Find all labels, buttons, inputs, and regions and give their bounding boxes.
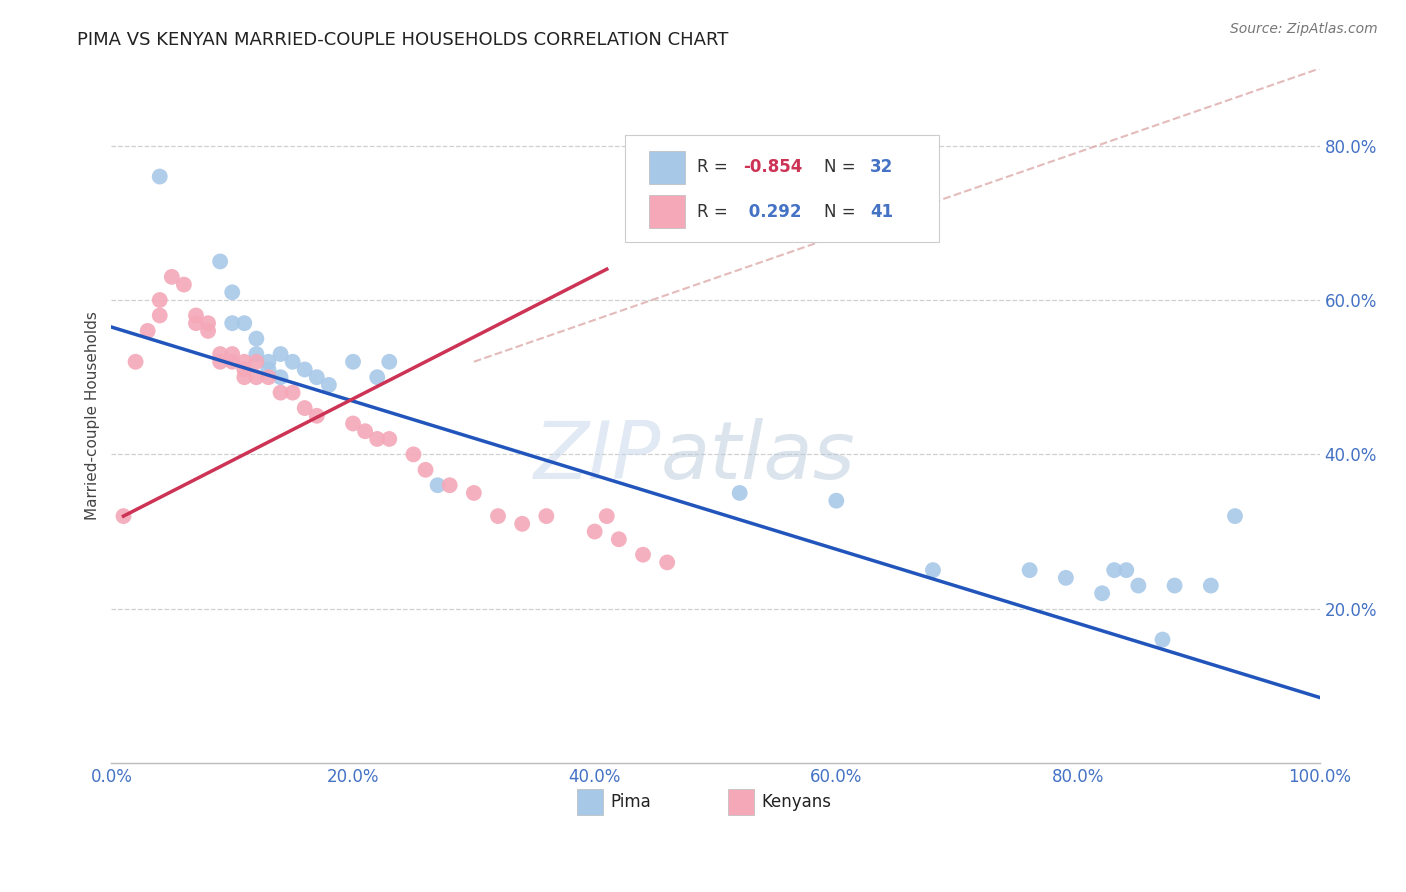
Point [294, 362, 316, 376]
Point [221, 355, 243, 369]
Point [257, 355, 280, 369]
Point [209, 347, 232, 361]
Point [366, 432, 388, 446]
Point [270, 370, 292, 384]
Point [245, 347, 267, 361]
Text: -0.854: -0.854 [744, 158, 803, 177]
Point [294, 401, 316, 415]
Bar [650, 195, 685, 228]
Point [426, 478, 449, 492]
Text: Kenyans: Kenyans [762, 793, 831, 811]
Point [270, 347, 292, 361]
Point [221, 347, 243, 361]
Point [233, 355, 256, 369]
Point [922, 563, 945, 577]
Point [1128, 578, 1150, 592]
Text: Source: ZipAtlas.com: Source: ZipAtlas.com [1230, 22, 1378, 37]
Point [1152, 632, 1174, 647]
Point [233, 316, 256, 330]
Point [281, 355, 304, 369]
Text: R =: R = [697, 158, 734, 177]
Point [596, 509, 619, 524]
Point [209, 254, 232, 268]
Point [463, 486, 485, 500]
Point [378, 432, 401, 446]
Point [486, 509, 509, 524]
Point [402, 447, 425, 461]
Text: atlas: atlas [661, 418, 856, 497]
Point [184, 309, 207, 323]
Point [607, 533, 630, 547]
Point [160, 269, 183, 284]
Point [510, 516, 533, 531]
Point [149, 293, 172, 307]
Point [342, 417, 364, 431]
Point [1163, 578, 1185, 592]
Point [657, 555, 679, 569]
Point [631, 548, 654, 562]
Point [1018, 563, 1040, 577]
FancyBboxPatch shape [624, 135, 939, 242]
Point [221, 285, 243, 300]
Point [136, 324, 159, 338]
Text: 41: 41 [870, 202, 893, 220]
Point [728, 486, 751, 500]
Bar [727, 789, 754, 815]
Point [415, 463, 437, 477]
Point [281, 385, 304, 400]
Point [270, 385, 292, 400]
Point [305, 409, 328, 423]
Point [1102, 563, 1125, 577]
Text: ZIP: ZIP [534, 418, 661, 497]
Point [257, 370, 280, 384]
Bar [576, 789, 603, 815]
Point [233, 370, 256, 384]
Point [149, 169, 172, 184]
Point [305, 370, 328, 384]
Point [1091, 586, 1114, 600]
Point [354, 424, 377, 438]
Point [245, 370, 267, 384]
Point [245, 332, 267, 346]
Point [233, 362, 256, 376]
Text: PIMA VS KENYAN MARRIED-COUPLE HOUSEHOLDS CORRELATION CHART: PIMA VS KENYAN MARRIED-COUPLE HOUSEHOLDS… [77, 31, 728, 49]
Point [825, 493, 848, 508]
Y-axis label: Married-couple Households: Married-couple Households [86, 311, 100, 520]
Point [583, 524, 606, 539]
Point [124, 355, 146, 369]
Point [184, 316, 207, 330]
Point [1115, 563, 1137, 577]
Point [221, 316, 243, 330]
Point [197, 316, 219, 330]
Point [245, 355, 267, 369]
Point [378, 355, 401, 369]
Bar [650, 151, 685, 184]
Point [342, 355, 364, 369]
Point [536, 509, 558, 524]
Point [149, 309, 172, 323]
Point [439, 478, 461, 492]
Point [173, 277, 195, 292]
Point [257, 362, 280, 376]
Text: 0.292: 0.292 [744, 202, 801, 220]
Point [112, 509, 135, 524]
Point [366, 370, 388, 384]
Text: 32: 32 [870, 158, 893, 177]
Text: N =: N = [824, 158, 860, 177]
Point [1223, 509, 1246, 524]
Text: N =: N = [824, 202, 860, 220]
Text: R =: R = [697, 202, 734, 220]
Point [197, 324, 219, 338]
Point [1054, 571, 1077, 585]
Point [209, 355, 232, 369]
Point [318, 378, 340, 392]
Point [1199, 578, 1222, 592]
Text: Pima: Pima [610, 793, 651, 811]
